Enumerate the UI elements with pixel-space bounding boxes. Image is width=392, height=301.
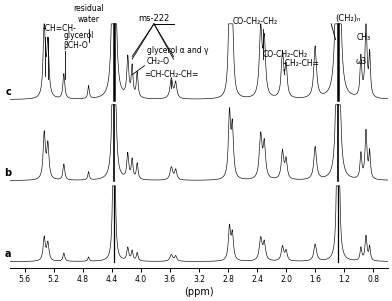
Text: a: a [5,249,12,259]
Text: CH₃: CH₃ [357,33,371,42]
Text: -CH₂-CH=: -CH₂-CH= [283,59,319,68]
Text: b: b [4,168,12,178]
Text: =CH-CH₂-CH=: =CH-CH₂-CH= [144,70,199,79]
Text: -CH=CH-: -CH=CH- [43,24,77,33]
Text: (CH₂)ₙ: (CH₂)ₙ [335,14,360,23]
Text: ω3: ω3 [355,57,367,66]
Text: glycerol
βCH-O: glycerol βCH-O [63,31,94,50]
X-axis label: (ppm): (ppm) [184,287,214,297]
Text: glycerol α and γ
CH₂-O: glycerol α and γ CH₂-O [147,46,208,66]
Text: CO-CH₂-CH₂: CO-CH₂-CH₂ [233,17,278,26]
Text: residual
water: residual water [73,5,104,24]
Text: CO-CH₂-CH₂: CO-CH₂-CH₂ [263,50,308,59]
Text: ms-222: ms-222 [138,14,170,23]
Text: c: c [6,87,12,97]
